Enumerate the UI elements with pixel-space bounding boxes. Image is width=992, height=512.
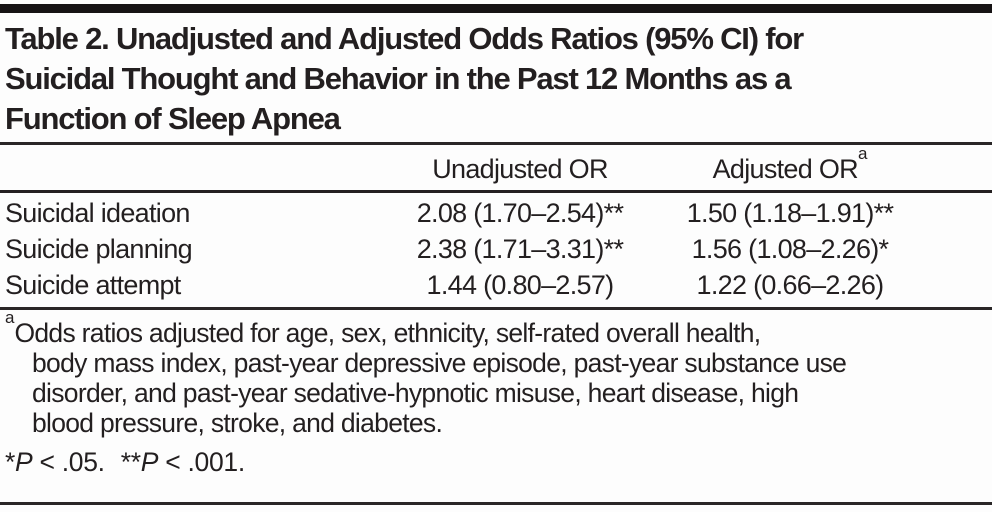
title-divider-rule	[0, 142, 992, 145]
table-footnote: aOdds ratios adjusted for age, sex, ethn…	[5, 309, 986, 438]
sig-threshold-2: < .001.	[158, 447, 245, 477]
table-header-row: Unadjusted OR Adjusted ORa	[0, 145, 992, 193]
row-label-suicidal-ideation: Suicidal ideation	[5, 198, 190, 228]
unadjusted-or-value: 2.38 (1.71–3.31)**	[416, 234, 624, 264]
adjusted-or-value: 1.56 (1.08–2.26)*	[691, 234, 889, 264]
footnote-line: disorder, and past-year sedative-hypnoti…	[32, 378, 799, 408]
footnote-line: blood pressure, stroke, and diabetes.	[32, 408, 443, 438]
unadjusted-or-value: 1.44 (0.80–2.57)	[426, 270, 615, 300]
table-title-line-1: Table 2. Unadjusted and Adjusted Odds Ra…	[5, 21, 804, 56]
bottom-rule	[0, 502, 992, 505]
header-adjusted-or: Adjusted ORa	[645, 145, 935, 185]
row-label-suicide-attempt: Suicide attempt	[5, 270, 181, 300]
header-adjusted-or-text: Adjusted OR	[712, 154, 859, 184]
footnote-text: Odds ratios adjusted for age, sex, ethni…	[14, 318, 761, 348]
adjusted-or-value: 1.22 (0.66–2.26)	[696, 270, 885, 300]
significance-note: *P < .05. **P < .001.	[5, 447, 992, 477]
top-rule-bar	[0, 4, 992, 13]
table-title-line-3: Function of Sleep Apnea	[5, 101, 341, 136]
adjusted-or-value: 1.50 (1.18–1.91)**	[686, 198, 894, 228]
sig-threshold-1: < .05.	[32, 447, 105, 477]
header-footnote-marker: a	[857, 144, 868, 163]
header-unadjusted-or: Unadjusted OR	[432, 154, 608, 184]
sig-p-1: P	[15, 447, 33, 477]
sig-star-1: *	[5, 447, 16, 477]
odds-ratio-table: Unadjusted OR Adjusted ORa Suicidal idea…	[0, 145, 992, 310]
table-title-line-2: Suicidal Thought and Behavior in the Pas…	[5, 61, 792, 96]
table-title: Table 2. Unadjusted and Adjusted Odds Ra…	[5, 19, 987, 139]
header-empty-cell	[0, 154, 395, 185]
sig-p-2: P	[140, 447, 159, 477]
footnote-line: body mass index, past-year depressive ep…	[32, 348, 847, 378]
table-row: Suicidal ideation 2.08 (1.70–2.54)** 1.5…	[0, 195, 992, 231]
unadjusted-or-value: 2.08 (1.70–2.54)**	[416, 198, 624, 228]
footnote-marker: a	[5, 308, 15, 328]
row-label-suicide-planning: Suicide planning	[5, 234, 193, 264]
table-body: Suicidal ideation 2.08 (1.70–2.54)** 1.5…	[0, 193, 992, 307]
footnote-line: aOdds ratios adjusted for age, sex, ethn…	[5, 309, 986, 348]
table-row: Suicide attempt 1.44 (0.80–2.57) 1.22 (0…	[0, 267, 992, 303]
table-bottom-rule	[0, 307, 992, 310]
sig-star-2: **	[120, 447, 141, 477]
table-row: Suicide planning 2.38 (1.71–3.31)** 1.56…	[0, 231, 992, 267]
